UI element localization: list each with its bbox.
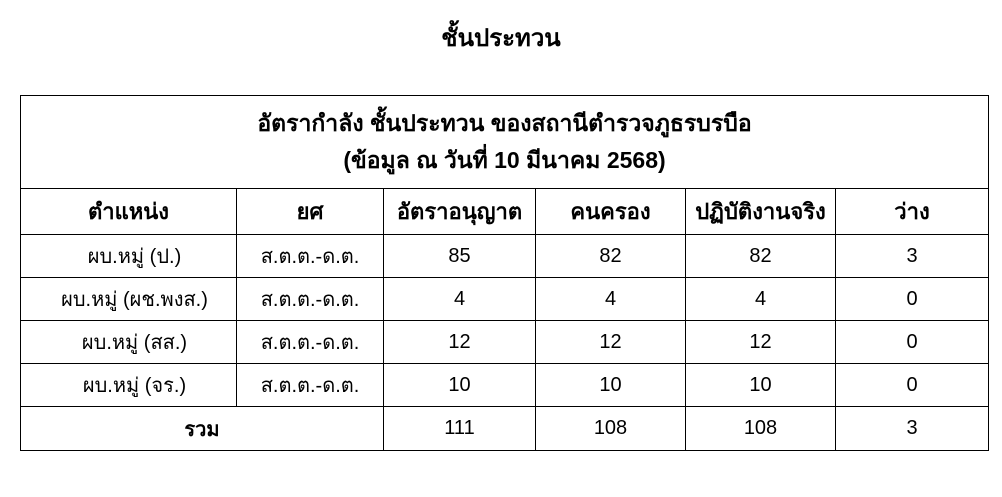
cell-position: ผบ.หมู่ (จร.) <box>20 363 237 407</box>
total-authorized: 111 <box>383 406 536 451</box>
table-title-cell: อัตรากำลัง ชั้นประทวน ของสถานีตำรวจภูธรบ… <box>19 95 990 189</box>
table-row: ผบ.หมู่ (ผช.พงส.) ส.ต.ต.-ด.ต. 4 4 4 0 <box>20 277 990 321</box>
cell-position: ผบ.หมู่ (ป.) <box>20 234 237 278</box>
table-row: ผบ.หมู่ (จร.) ส.ต.ต.-ด.ต. 10 10 10 0 <box>20 363 990 407</box>
cell-occupied: 10 <box>535 363 686 407</box>
cell-position: ผบ.หมู่ (สส.) <box>20 320 237 364</box>
cell-vacant: 0 <box>834 320 990 364</box>
page-title: ชั้นประทวน <box>441 25 561 52</box>
cell-rank: ส.ต.ต.-ด.ต. <box>236 320 384 364</box>
column-header-row: ตำแหน่ง ยศ อัตราอนุญาต คนครอง ปฏิบัติงาน… <box>20 188 990 235</box>
cell-actual: 12 <box>685 320 836 364</box>
cell-authorized: 85 <box>383 234 536 278</box>
col-header-vacant: ว่าง <box>834 188 990 235</box>
col-header-occupied: คนครอง <box>535 188 686 235</box>
cell-actual: 10 <box>685 363 836 407</box>
cell-position: ผบ.หมู่ (ผช.พงส.) <box>20 277 237 321</box>
table-row: ผบ.หมู่ (สส.) ส.ต.ต.-ด.ต. 12 12 12 0 <box>20 320 990 364</box>
table-title: อัตรากำลัง ชั้นประทวน ของสถานีตำรวจภูธรบ… <box>257 110 752 136</box>
cell-rank: ส.ต.ต.-ด.ต. <box>236 363 384 407</box>
col-header-position: ตำแหน่ง <box>20 188 237 235</box>
total-label: รวม <box>20 406 384 451</box>
cell-vacant: 3 <box>834 234 990 278</box>
col-header-actual: ปฏิบัติงานจริง <box>685 188 836 235</box>
table-title-row: อัตรากำลัง ชั้นประทวน ของสถานีตำรวจภูธรบ… <box>19 95 990 189</box>
col-header-authorized: อัตราอนุญาต <box>383 188 536 235</box>
total-row: รวม 111 108 108 3 <box>20 406 990 451</box>
manpower-table: อัตรากำลัง ชั้นประทวน ของสถานีตำรวจภูธรบ… <box>19 95 990 451</box>
cell-authorized: 4 <box>383 277 536 321</box>
cell-actual: 82 <box>685 234 836 278</box>
col-header-rank: ยศ <box>236 188 384 235</box>
cell-rank: ส.ต.ต.-ด.ต. <box>236 234 384 278</box>
document-page: ชั้นประทวน อัตรากำลัง ชั้นประทวน ของสถาน… <box>0 22 1002 497</box>
cell-actual: 4 <box>685 277 836 321</box>
cell-authorized: 10 <box>383 363 536 407</box>
total-actual: 108 <box>685 406 836 451</box>
total-occupied: 108 <box>535 406 686 451</box>
total-vacant: 3 <box>834 406 990 451</box>
cell-vacant: 0 <box>834 363 990 407</box>
cell-authorized: 12 <box>383 320 536 364</box>
table-row: ผบ.หมู่ (ป.) ส.ต.ต.-ด.ต. 85 82 82 3 <box>20 234 990 278</box>
cell-occupied: 4 <box>535 277 686 321</box>
cell-occupied: 12 <box>535 320 686 364</box>
cell-rank: ส.ต.ต.-ด.ต. <box>236 277 384 321</box>
cell-vacant: 0 <box>834 277 990 321</box>
cell-occupied: 82 <box>535 234 686 278</box>
table-subtitle: (ข้อมูล ณ วันที่ 10 มีนาคม 2568) <box>343 147 666 173</box>
